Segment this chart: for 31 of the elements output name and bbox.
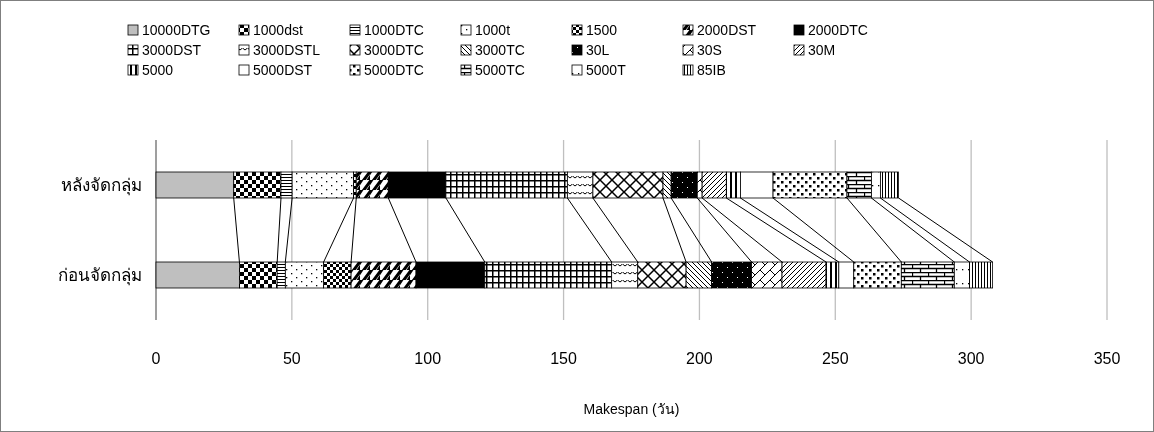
legend-label: 85IB xyxy=(697,62,726,78)
legend-label: 5000 xyxy=(142,62,174,78)
x-tick-label: 300 xyxy=(957,350,985,367)
legend-label: 10000DTG xyxy=(142,22,211,38)
y-tick-label: ก่อนจัดกลุ่ม xyxy=(58,266,142,286)
legend-label: 1000dst xyxy=(253,22,303,38)
legend-label: 3000TC xyxy=(475,42,525,58)
legend-label: 2000DTC xyxy=(808,22,868,38)
legend-label: 3000DTC xyxy=(364,42,424,58)
legend-label: 3000DSTL xyxy=(253,42,321,58)
legend-label: 1500 xyxy=(586,22,618,38)
legend-label: 5000TC xyxy=(475,62,525,78)
legend-label: 30M xyxy=(808,42,836,58)
x-tick-label: 150 xyxy=(550,350,578,367)
legend-label: 3000DST xyxy=(142,42,202,58)
legend-label: 1000t xyxy=(475,22,511,38)
y-tick-label: หลังจัดกลุ่ม xyxy=(61,176,142,196)
legend-label: 2000DST xyxy=(697,22,757,38)
x-axis-title: Makespan (วัน) xyxy=(583,401,680,417)
x-tick-label: 0 xyxy=(151,350,161,367)
legend-label: 30L xyxy=(586,42,610,58)
legend-label: 30S xyxy=(697,42,722,58)
x-tick-label: 350 xyxy=(1093,350,1121,367)
legend-label: 5000DTC xyxy=(364,62,424,78)
legend-label: 5000DST xyxy=(253,62,313,78)
x-tick-label: 100 xyxy=(414,350,442,367)
x-tick-label: 200 xyxy=(686,350,713,367)
legend-label: 1000DTC xyxy=(364,22,424,38)
x-tick-label: 50 xyxy=(282,350,301,367)
legend-label: 5000T xyxy=(586,62,627,78)
x-tick-label: 250 xyxy=(821,350,849,367)
